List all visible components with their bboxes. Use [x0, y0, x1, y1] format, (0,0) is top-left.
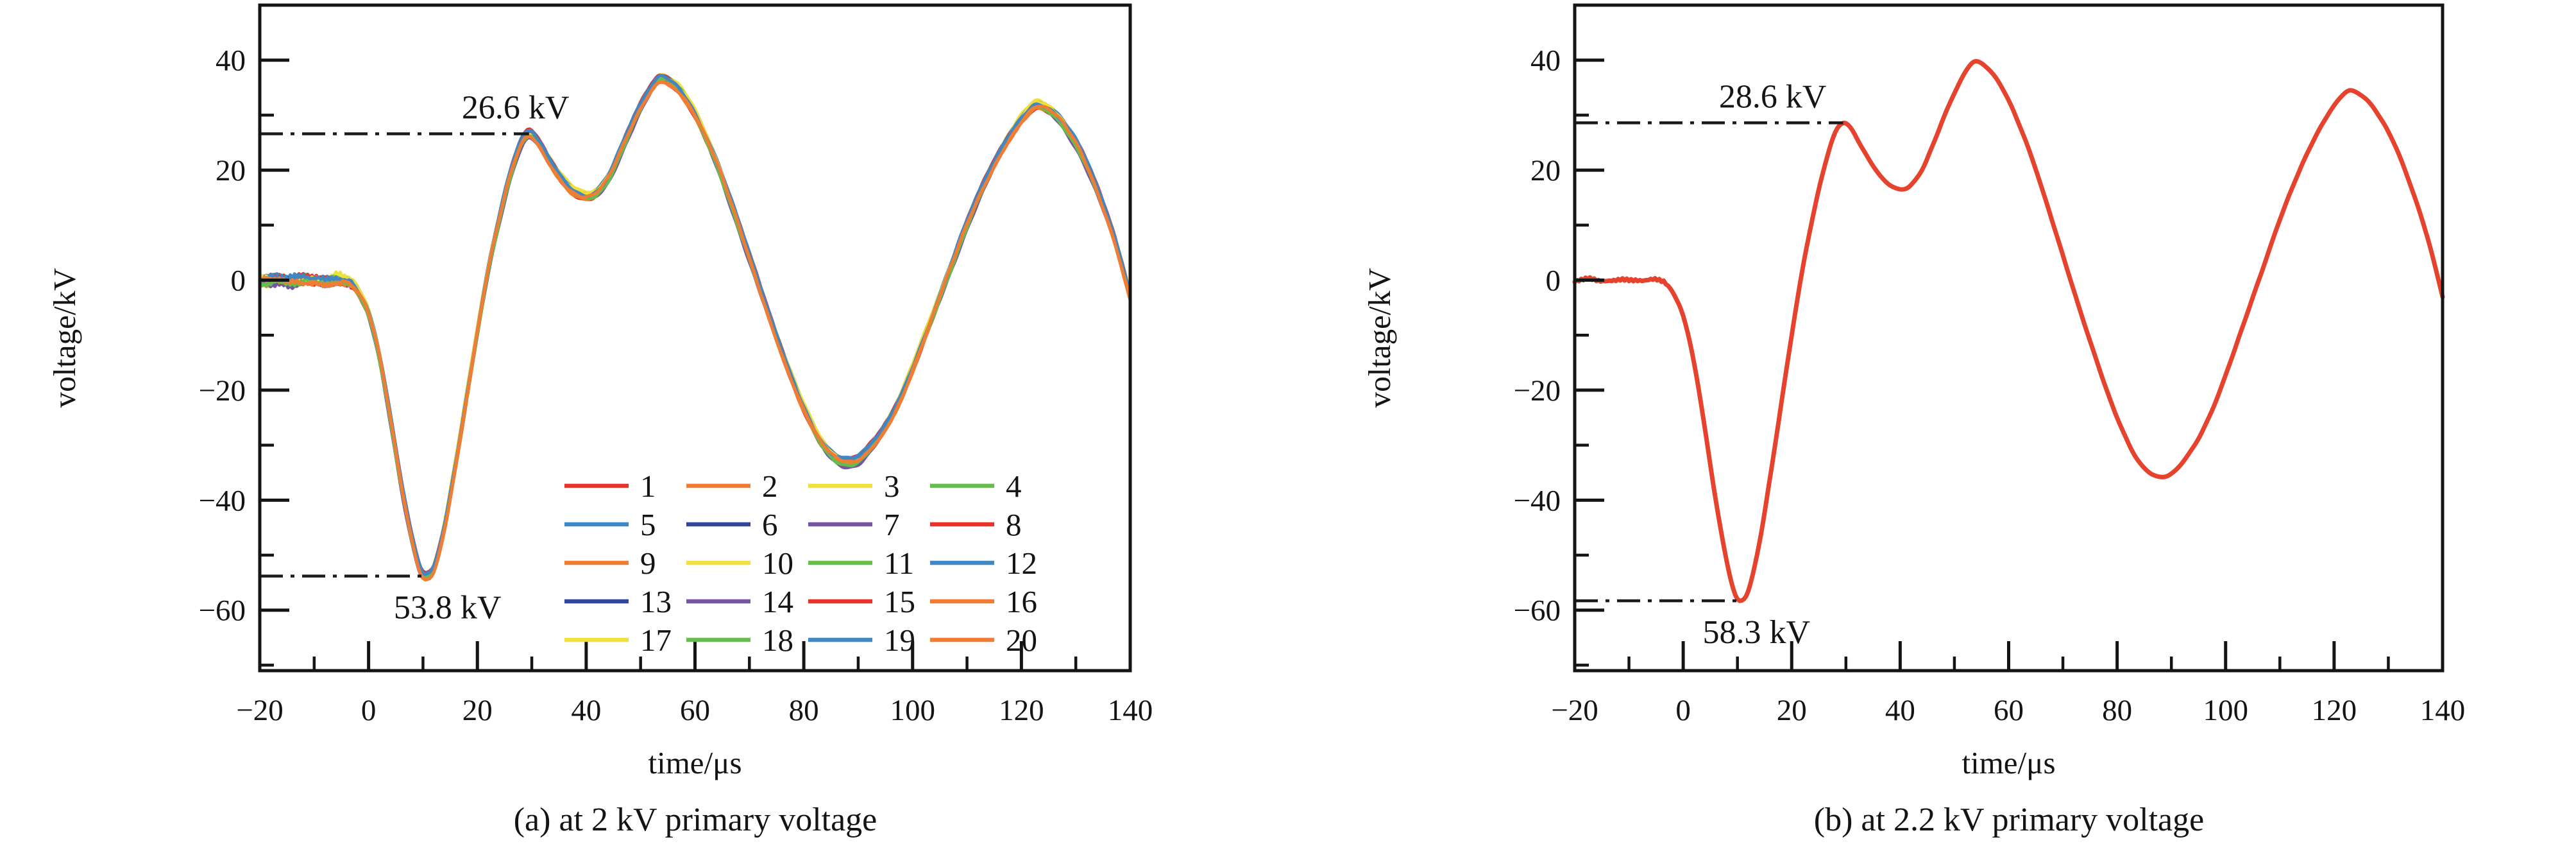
x-tick-label: 120	[2312, 694, 2357, 727]
annotation-label-0: 28.6 kV	[1719, 78, 1827, 115]
x-tick-label: 60	[1994, 694, 2024, 727]
y-tick-label: −40	[1513, 484, 1561, 517]
waveform-series-group	[258, 73, 1132, 581]
x-tick-label: −20	[236, 694, 284, 727]
plot-frame	[258, 3, 1132, 673]
legend-label-6: 6	[762, 507, 778, 542]
legend-label-17: 17	[640, 623, 672, 658]
x-tick-label: 0	[361, 694, 377, 727]
legend-label-10: 10	[762, 546, 793, 581]
caption-panel-a: (a) at 2 kV primary voltage	[513, 802, 877, 838]
x-tick-label: 40	[571, 694, 601, 727]
legend-label-12: 12	[1006, 546, 1037, 581]
legend-label-15: 15	[884, 584, 915, 619]
legend-label-19: 19	[884, 623, 915, 658]
legend-label-7: 7	[884, 507, 900, 542]
x-axis-title: time/μs	[648, 745, 741, 780]
x-tick-label: 20	[1777, 694, 1807, 727]
x-tick-label: 0	[1675, 694, 1691, 727]
y-tick-label: −40	[198, 484, 246, 517]
x-tick-label: 120	[999, 694, 1044, 727]
y-axis-title: voltage/kV	[47, 268, 82, 408]
y-tick-label: −60	[1513, 594, 1561, 628]
y-tick-label: 40	[1530, 44, 1561, 78]
x-tick-label: 80	[2102, 694, 2132, 727]
y-axis-title: voltage/kV	[1362, 268, 1397, 408]
x-tick-label: 140	[2420, 694, 2466, 727]
annotation-label-1: 58.3 kV	[1703, 614, 1811, 651]
y-tick-label: 0	[231, 264, 246, 298]
y-tick-label: −20	[198, 374, 246, 408]
legend-label-2: 2	[762, 468, 778, 504]
waveform-series-group	[1572, 58, 2445, 603]
x-tick-label: 100	[890, 694, 936, 727]
legend-label-14: 14	[762, 584, 793, 619]
axis-ticks	[1573, 58, 2445, 671]
waveform-line-20	[258, 80, 1132, 581]
x-tick-label: −20	[1551, 694, 1598, 727]
x-tick-label: 20	[462, 694, 493, 727]
annotation-label-0: 26.6 kV	[462, 90, 570, 126]
y-tick-label: −20	[1513, 374, 1561, 408]
legend-label-13: 13	[640, 584, 672, 619]
chart-panel-b: 28.6 kV 58.3 kV −20 0 20 40 60 80 100 120 140 40 20 0…	[1362, 3, 2466, 780]
x-tick-label: 40	[1885, 694, 1915, 727]
legend-label-5: 5	[640, 507, 656, 542]
legend-label-20: 20	[1006, 623, 1037, 658]
legend-label-3: 3	[884, 468, 900, 504]
legend-label-18: 18	[762, 623, 793, 658]
legend-label-4: 4	[1006, 468, 1022, 504]
annotation-label-1: 53.8 kV	[394, 590, 502, 626]
legend-label-9: 9	[640, 546, 656, 581]
y-tick-label: 20	[1530, 154, 1561, 187]
legend-label-11: 11	[884, 546, 914, 581]
x-tick-label: 140	[1108, 694, 1153, 727]
x-axis-title: time/μs	[1962, 745, 2055, 780]
axis-ticks	[258, 58, 1132, 671]
waveform-line-19	[258, 74, 1132, 576]
y-tick-label: 40	[216, 44, 246, 78]
legend-label-1: 1	[640, 468, 656, 504]
x-tick-label: 100	[2203, 694, 2249, 727]
caption-panel-b: (b) at 2.2 kV primary voltage	[1813, 802, 2205, 838]
y-tick-label: 0	[1546, 264, 1561, 298]
x-tick-label: 80	[789, 694, 819, 727]
legend-label-16: 16	[1006, 584, 1037, 619]
y-tick-label: 20	[216, 154, 246, 187]
waveform-line-b	[1572, 58, 2445, 603]
legend-label-8: 8	[1006, 507, 1022, 542]
y-tick-label: −60	[198, 594, 246, 628]
x-tick-label: 60	[680, 694, 710, 727]
